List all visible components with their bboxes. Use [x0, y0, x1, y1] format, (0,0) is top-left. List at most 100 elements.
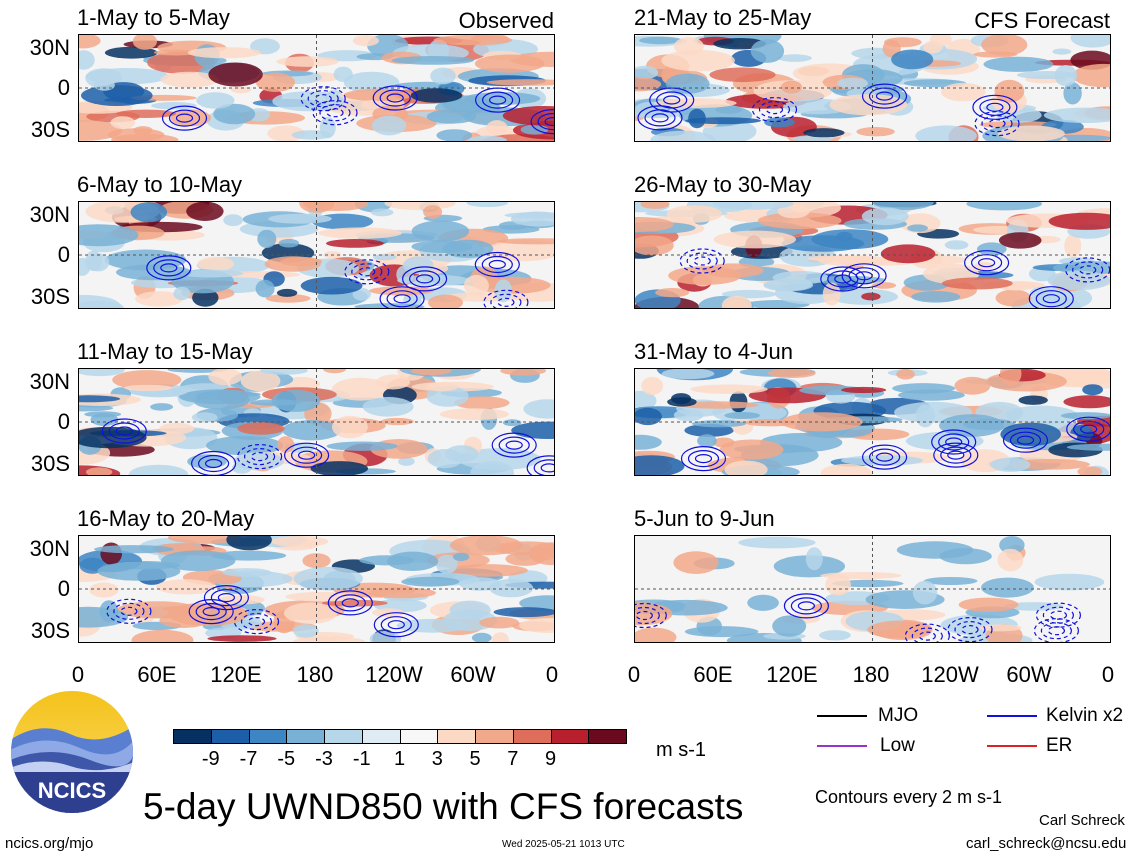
heatmap-blob: [104, 46, 158, 59]
kelvin-contour: [191, 450, 237, 475]
kelvin-contour: [861, 83, 908, 109]
kelvin-contour: [530, 109, 554, 135]
kelvin-contour: [1040, 622, 1072, 640]
heatmap-blob: [371, 608, 405, 617]
heatmap-blob: [930, 35, 952, 47]
heatmap-blob: [173, 286, 191, 301]
kelvin-contour: [1042, 606, 1074, 624]
colorbar-tick-label: -1: [352, 748, 371, 770]
heatmap-blob: [691, 420, 746, 428]
heatmap-blob: [880, 244, 936, 264]
kelvin-contour: [153, 259, 185, 277]
heatmap-blob: [81, 85, 153, 106]
heatmap-blob: [436, 129, 473, 141]
kelvin-contour: [765, 104, 784, 115]
heatmap-blob: [1048, 212, 1110, 230]
kelvin-contour: [751, 96, 798, 123]
heatmap-blob: [398, 457, 415, 466]
y-tick-0: 0: [57, 576, 70, 601]
heatmap-blob: [433, 35, 513, 46]
heatmap-blob: [196, 92, 235, 109]
heatmap-blob: [93, 79, 115, 91]
heatmap-blob: [493, 607, 554, 618]
heatmap-blob: [511, 421, 554, 439]
heatmap-blob: [85, 467, 113, 475]
y-tick-0: 0: [57, 75, 70, 100]
heatmap-blob: [655, 288, 690, 298]
heatmap-blob: [321, 599, 388, 607]
heatmap-blob: [156, 579, 215, 595]
heatmap-blob: [1072, 63, 1110, 88]
heatmap-blob: [1005, 405, 1078, 425]
kelvin-contour: [827, 270, 859, 288]
x-tick-0: 0: [627, 662, 641, 687]
heatmap-blob: [89, 582, 119, 598]
colorbar-bin: [361, 729, 401, 744]
kelvin-contour: [783, 593, 829, 619]
heatmap-blob: [685, 117, 761, 125]
kelvin-contour: [911, 627, 943, 642]
kelvin-contour: [974, 110, 1020, 137]
kelvin-contour: [1002, 427, 1049, 453]
heatmap-blob: [361, 100, 382, 110]
heatmap-blob: [941, 82, 986, 102]
kelvin-contour: [875, 91, 894, 101]
x-tick-180: 180: [296, 662, 334, 687]
heatmap-blob: [668, 266, 742, 285]
heatmap-panel-2: [78, 201, 555, 309]
kelvin-contour: [651, 113, 669, 123]
heatmap-blob: [1016, 71, 1078, 79]
kelvin-contour: [101, 418, 147, 444]
heatmap-blob: [958, 597, 1019, 612]
y-tick-30s: 30S: [30, 117, 70, 142]
heatmap-blob: [871, 282, 897, 289]
heatmap-blob: [124, 384, 172, 392]
colorbar-bin: [210, 729, 250, 744]
kelvin-contour: [1047, 626, 1065, 636]
kelvin-contour: [247, 616, 266, 627]
email-link[interactable]: carl_schreck@ncsu.edu: [966, 835, 1127, 852]
kelvin-contour: [1042, 294, 1060, 304]
kelvin-contour: [402, 266, 448, 292]
heatmap-blob: [500, 369, 546, 376]
kelvin-contour: [386, 290, 418, 308]
y-tick-30n: 30N: [29, 35, 70, 60]
heatmap-blob: [387, 551, 439, 571]
kelvin-contour: [284, 442, 330, 468]
heatmap-panel-1: [78, 34, 555, 142]
colorbar-tick-label: -9: [201, 748, 220, 770]
kelvin-contour: [758, 100, 791, 119]
kelvin-contour: [203, 584, 249, 611]
kelvin-contour: [981, 114, 1013, 133]
heatmap-blob: [362, 397, 414, 417]
heatmap-blob: [712, 202, 794, 210]
kelvin-contour: [327, 590, 373, 616]
kelvin-contour: [217, 592, 235, 603]
kelvin-contour: [319, 104, 351, 122]
kelvin-contour: [498, 436, 530, 454]
kelvin-contour: [1072, 261, 1104, 279]
heatmap-blob: [191, 412, 218, 423]
heatmap-blob: [998, 232, 1042, 249]
heatmap-blob: [79, 405, 114, 412]
heatmap-blob: [997, 548, 1024, 572]
heatmap-blob: [282, 420, 341, 441]
kelvin-contour: [904, 623, 950, 642]
heatmap-blob: [1066, 443, 1110, 451]
heatmap-blob: [781, 80, 803, 94]
kelvin-contour: [1035, 290, 1067, 308]
kelvin-contour: [373, 612, 419, 638]
heatmap-blob: [486, 120, 508, 136]
kelvin-contour: [351, 263, 383, 281]
kelvin-contour: [205, 458, 223, 469]
kelvin-contour: [307, 90, 339, 108]
heatmap-blob: [764, 117, 795, 128]
kelvin-contour: [938, 433, 970, 451]
heatmap-blob: [941, 277, 1013, 290]
site-link[interactable]: ncics.org/mjo: [5, 835, 94, 852]
kelvin-contour: [526, 455, 554, 475]
heatmap-blob: [635, 217, 674, 232]
heatmap-field: [635, 202, 1110, 308]
colorbar-bin: [399, 729, 439, 744]
kelvin-contour: [954, 620, 986, 639]
